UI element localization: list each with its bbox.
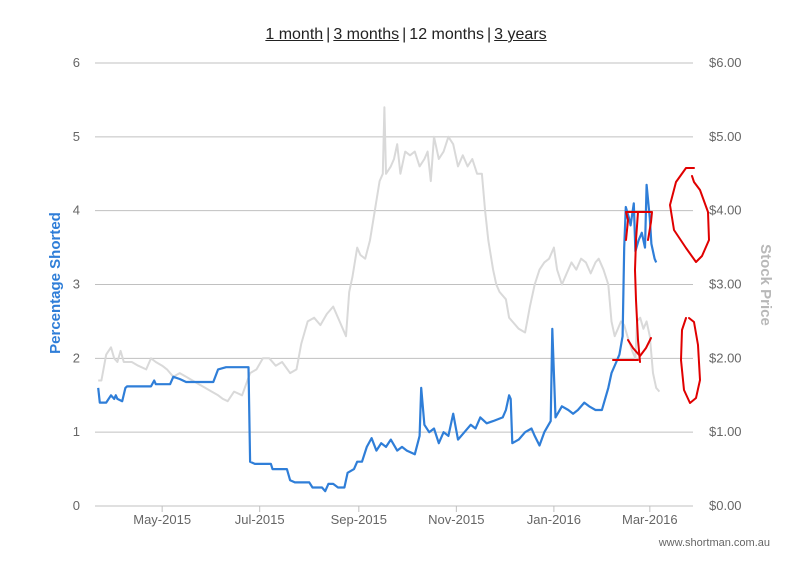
left-tick-label: 1 xyxy=(73,424,80,439)
right-tick-label: $0.00 xyxy=(709,498,742,513)
range-separator: | xyxy=(326,26,331,43)
left-axis-ticks: 0 1 2 3 4 5 6 xyxy=(73,55,80,513)
range-option-3-months[interactable]: 3 months xyxy=(333,26,400,43)
x-axis-ticks: May-2015 Jul-2015 Sep-2015 Nov-2015 Jan-2016… xyxy=(133,506,678,527)
left-tick-label: 0 xyxy=(73,498,80,513)
right-axis-ticks: $0.00 $1.00 $2.00 $3.00 $4.00 $5.00 $6.00 xyxy=(709,55,742,513)
right-tick-label: $6.00 xyxy=(709,55,742,70)
short-percentage-line[interactable] xyxy=(97,183,658,493)
grid-lines xyxy=(95,62,693,507)
left-tick-label: 5 xyxy=(73,129,80,144)
annotation-bracket-top xyxy=(625,211,653,363)
annotation-circle-bottom xyxy=(680,317,701,404)
right-axis-title: Stock Price xyxy=(757,244,774,326)
x-tick-label: Nov-2015 xyxy=(428,512,484,527)
annotation-circle-top xyxy=(669,167,710,263)
left-tick-label: 2 xyxy=(73,350,80,365)
right-tick-label: $3.00 xyxy=(709,277,742,292)
right-tick-label: $1.00 xyxy=(709,424,742,439)
hand-drawn-annotations xyxy=(612,167,710,404)
range-option-12-months[interactable]: 12 months xyxy=(409,26,485,43)
x-tick-label: Mar-2016 xyxy=(622,512,678,527)
left-tick-label: 3 xyxy=(73,277,80,292)
right-tick-label: $4.00 xyxy=(709,203,742,218)
series xyxy=(97,106,661,493)
x-tick-label: Jul-2015 xyxy=(235,512,285,527)
left-tick-label: 4 xyxy=(73,203,80,218)
left-axis-title: Percentage Shorted xyxy=(47,212,64,354)
right-tick-label: $5.00 xyxy=(709,129,742,144)
range-option-1-month[interactable]: 1 month xyxy=(265,26,324,43)
right-tick-label: $2.00 xyxy=(709,350,742,365)
x-tick-label: Sep-2015 xyxy=(331,512,387,527)
range-option-3-years[interactable]: 3 years xyxy=(494,26,547,43)
range-selector: 1 month | 3 months | 12 months | 3 years xyxy=(0,26,812,44)
x-tick-label: May-2015 xyxy=(133,512,191,527)
range-separator: | xyxy=(487,26,492,43)
x-tick-label: Jan-2016 xyxy=(527,512,581,527)
range-separator: | xyxy=(402,26,407,43)
stock-price-line[interactable] xyxy=(98,106,661,403)
left-tick-label: 6 xyxy=(73,55,80,70)
credit-link[interactable]: www.shortman.com.au xyxy=(658,537,770,549)
annotation-bracket-bottom xyxy=(612,337,652,361)
